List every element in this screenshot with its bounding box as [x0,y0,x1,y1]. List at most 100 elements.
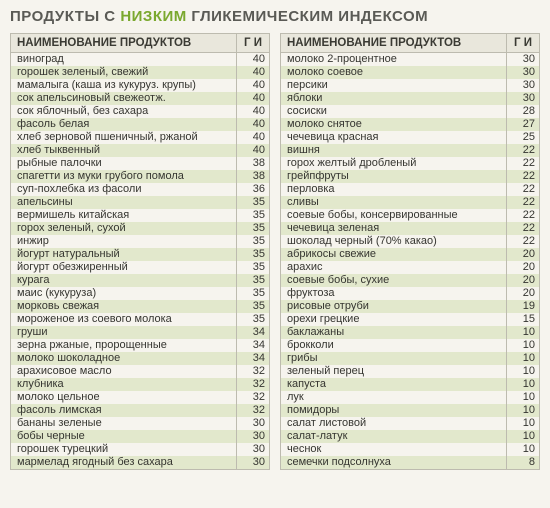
cell-gi: 32 [237,365,269,378]
cell-gi: 30 [237,456,269,469]
cell-name: фасоль лимская [11,404,237,417]
cell-gi: 10 [507,391,539,404]
cell-gi: 32 [237,378,269,391]
cell-gi: 20 [507,287,539,300]
table-row: йогурт натуральный35 [11,248,269,261]
cell-gi: 10 [507,352,539,365]
cell-name: суп-похлебка из фасоли [11,183,237,196]
cell-name: арахисовое масло [11,365,237,378]
cell-name: йогурт натуральный [11,248,237,261]
table-row: сосиски28 [281,105,539,118]
cell-gi: 35 [237,274,269,287]
table-row: перловка22 [281,183,539,196]
cell-name: молоко соевое [281,66,507,79]
cell-gi: 8 [507,456,539,469]
cell-name: молоко шоколадное [11,352,237,365]
cell-gi: 22 [507,157,539,170]
table-row: апельсины35 [11,196,269,209]
cell-name: молоко цельное [11,391,237,404]
cell-gi: 10 [507,430,539,443]
cell-name: помидоры [281,404,507,417]
th-gi: Г И [237,34,269,52]
cell-name: семечки подсолнуха [281,456,507,469]
table-row: грейпфруты22 [281,170,539,183]
cell-gi: 10 [507,339,539,352]
cell-gi: 40 [237,131,269,144]
cell-name: вермишель китайская [11,209,237,222]
table-row: морковь свежая35 [11,300,269,313]
table-row: спагетти из муки грубого помола38 [11,170,269,183]
table-row: капуста10 [281,378,539,391]
cell-gi: 40 [237,105,269,118]
table-row: хлеб зерновой пшеничный, ржаной40 [11,131,269,144]
cell-gi: 40 [237,79,269,92]
cell-name: инжир [11,235,237,248]
table-row: персики30 [281,79,539,92]
cell-gi: 30 [507,53,539,66]
cell-name: молоко 2-процентное [281,53,507,66]
cell-name: сок апельсиновый свежеотж. [11,92,237,105]
th-name: НАИМЕНОВАНИЕ ПРОДУКТОВ [11,34,237,52]
cell-name: мамалыга (каша из кукуруз. крупы) [11,79,237,92]
cell-name: абрикосы свежие [281,248,507,261]
table-row: фасоль белая40 [11,118,269,131]
table-row: семечки подсолнуха8 [281,456,539,469]
cell-name: вишня [281,144,507,157]
table-row: фасоль лимская32 [11,404,269,417]
cell-gi: 35 [237,222,269,235]
table-row: арахисовое масло32 [11,365,269,378]
cell-name: бананы зеленые [11,417,237,430]
cell-gi: 35 [237,300,269,313]
cell-name: баклажаны [281,326,507,339]
table-row: молоко 2-процентное30 [281,53,539,66]
table-row: вишня22 [281,144,539,157]
table-row: салат листовой10 [281,417,539,430]
table-row: сок яблочный, без сахара40 [11,105,269,118]
cell-gi: 38 [237,170,269,183]
cell-gi: 19 [507,300,539,313]
cell-gi: 22 [507,235,539,248]
table-row: шоколад черный (70% какао)22 [281,235,539,248]
columns-wrap: НАИМЕНОВАНИЕ ПРОДУКТОВ Г И виноград40гор… [10,33,540,470]
cell-name: спагетти из муки грубого помола [11,170,237,183]
table-row: соевые бобы, сухие20 [281,274,539,287]
cell-name: рыбные палочки [11,157,237,170]
cell-name: салат листовой [281,417,507,430]
table-row: горох зеленый, сухой35 [11,222,269,235]
title-post: ГЛИКЕМИЧЕСКИМ ИНДЕКСОМ [187,8,428,25]
table-row: молоко шоколадное34 [11,352,269,365]
cell-gi: 22 [507,183,539,196]
cell-gi: 15 [507,313,539,326]
cell-gi: 40 [237,66,269,79]
cell-gi: 10 [507,443,539,456]
cell-name: рисовые отруби [281,300,507,313]
cell-gi: 36 [237,183,269,196]
table-row: горошек зеленый, свежий40 [11,66,269,79]
table-row: чечевица красная25 [281,131,539,144]
cell-name: грейпфруты [281,170,507,183]
cell-gi: 40 [237,144,269,157]
cell-name: груши [11,326,237,339]
cell-name: соевые бобы, сухие [281,274,507,287]
cell-gi: 30 [507,79,539,92]
cell-name: арахис [281,261,507,274]
table-row: молоко соевое30 [281,66,539,79]
cell-name: хлеб зерновой пшеничный, ржаной [11,131,237,144]
table-row: клубника32 [11,378,269,391]
cell-name: виноград [11,53,237,66]
table-row: йогурт обезжиренный35 [11,261,269,274]
table-row: брокколи10 [281,339,539,352]
table-row: грибы10 [281,352,539,365]
table-row: хлеб тыквенный40 [11,144,269,157]
cell-name: грибы [281,352,507,365]
table-row: сок апельсиновый свежеотж.40 [11,92,269,105]
table-row: чеснок10 [281,443,539,456]
table-header: НАИМЕНОВАНИЕ ПРОДУКТОВ Г И [281,34,539,53]
table-row: мороженое из соевого молока35 [11,313,269,326]
table-row: абрикосы свежие20 [281,248,539,261]
table-row: арахис20 [281,261,539,274]
cell-name: морковь свежая [11,300,237,313]
cell-gi: 40 [237,53,269,66]
cell-gi: 20 [507,274,539,287]
table-row: молоко цельное32 [11,391,269,404]
